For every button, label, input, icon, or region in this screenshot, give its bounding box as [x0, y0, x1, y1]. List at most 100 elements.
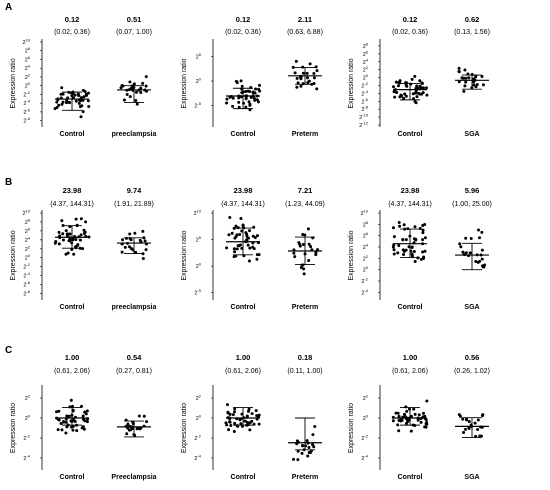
y-tick-label: 2-8: [361, 105, 368, 114]
data-point: [302, 267, 306, 271]
y-tick-label: 20: [363, 73, 369, 82]
data-point: [469, 237, 473, 241]
data-point: [85, 409, 89, 413]
data-point: [65, 425, 69, 429]
data-point: [457, 80, 461, 84]
data-point: [462, 430, 466, 434]
x-category-label-control: Control: [60, 304, 85, 311]
y-tick-label: 2-10: [359, 113, 369, 122]
data-point: [246, 243, 250, 247]
data-point: [238, 418, 242, 422]
panel-letter-b: B: [5, 177, 13, 188]
data-point: [299, 76, 303, 80]
data-point: [415, 84, 419, 88]
data-point: [225, 97, 229, 101]
data-point: [239, 422, 243, 426]
data-point: [81, 110, 85, 114]
y-axis-label: Expression ratio: [348, 230, 355, 280]
data-point: [139, 91, 143, 95]
data-point: [60, 102, 64, 106]
data-point: [231, 96, 235, 100]
data-point: [128, 80, 132, 84]
group-median-control: 1.00: [236, 353, 251, 362]
data-point: [82, 95, 86, 99]
data-point: [421, 228, 425, 232]
data-point: [460, 76, 464, 80]
group-ci-control: (0.61, 2.06): [54, 368, 90, 375]
data-point: [421, 86, 425, 90]
data-point: [292, 457, 296, 461]
data-point: [410, 246, 414, 250]
data-point: [240, 84, 244, 88]
data-point: [245, 238, 249, 242]
y-tick-label: 24: [25, 64, 31, 73]
data-point: [312, 76, 316, 80]
data-point: [397, 429, 401, 433]
data-point: [252, 247, 256, 251]
y-tick-label: 28: [363, 41, 369, 50]
chart-a-3: Expression ratio28262422202-22-42-62-82-…: [348, 15, 490, 138]
data-point: [80, 104, 84, 108]
data-point: [84, 220, 88, 224]
data-point: [82, 427, 86, 431]
data-point: [255, 414, 259, 418]
group-ci-preterm: (1.23, 44.09): [285, 201, 325, 208]
y-tick-label: 2-4: [23, 454, 30, 463]
data-point: [79, 115, 83, 119]
data-point: [231, 104, 235, 108]
y-tick-label: 2-6: [23, 107, 30, 116]
data-point: [142, 414, 146, 418]
data-point: [420, 81, 424, 85]
data-point: [79, 217, 83, 221]
data-point: [76, 92, 80, 96]
data-point: [418, 227, 422, 231]
data-point: [226, 410, 230, 414]
data-point: [476, 418, 480, 422]
data-point: [419, 420, 423, 424]
data-point: [241, 224, 245, 228]
y-tick-label: 28: [363, 220, 369, 229]
group-median-control: 0.12: [403, 15, 418, 24]
data-point: [74, 217, 78, 221]
group-median-control: 1.00: [65, 353, 80, 362]
data-point: [144, 248, 148, 252]
data-point: [392, 235, 396, 239]
data-point: [396, 251, 400, 255]
data-point: [481, 265, 485, 269]
data-point: [301, 263, 305, 267]
data-point: [247, 407, 251, 411]
data-point: [396, 411, 400, 415]
data-point: [480, 414, 484, 418]
data-point: [128, 95, 132, 99]
data-point: [120, 238, 124, 242]
data-point: [457, 66, 461, 70]
data-point: [233, 410, 237, 414]
group-ci-control: (0.02, 0.36): [54, 29, 90, 36]
y-tick-label: 2-8: [23, 289, 30, 298]
data-point: [305, 76, 309, 80]
y-tick-label: 24: [363, 243, 369, 252]
data-point: [145, 420, 149, 424]
data-point: [123, 245, 127, 249]
data-point: [235, 424, 239, 428]
group-ci-preeclampsia: (0.07, 1.00): [116, 29, 152, 36]
data-point: [314, 253, 318, 257]
data-point: [78, 238, 82, 242]
data-point: [307, 446, 311, 450]
x-category-label-control: Control: [231, 304, 256, 311]
y-tick-label: 2-4: [194, 454, 201, 463]
data-point: [413, 259, 417, 263]
x-category-label-control: Control: [398, 474, 423, 481]
data-point: [139, 86, 143, 90]
data-point: [463, 427, 467, 431]
data-point: [311, 433, 315, 437]
data-point: [392, 248, 396, 252]
y-tick-label: 26: [25, 226, 31, 235]
data-point: [480, 257, 484, 261]
x-category-label-sga: SGA: [464, 474, 479, 481]
data-point: [251, 91, 255, 95]
group-median-control: 23.98: [401, 186, 420, 195]
x-category-label-preterm: Preterm: [292, 131, 318, 138]
data-point: [141, 257, 145, 261]
data-point: [421, 411, 425, 415]
